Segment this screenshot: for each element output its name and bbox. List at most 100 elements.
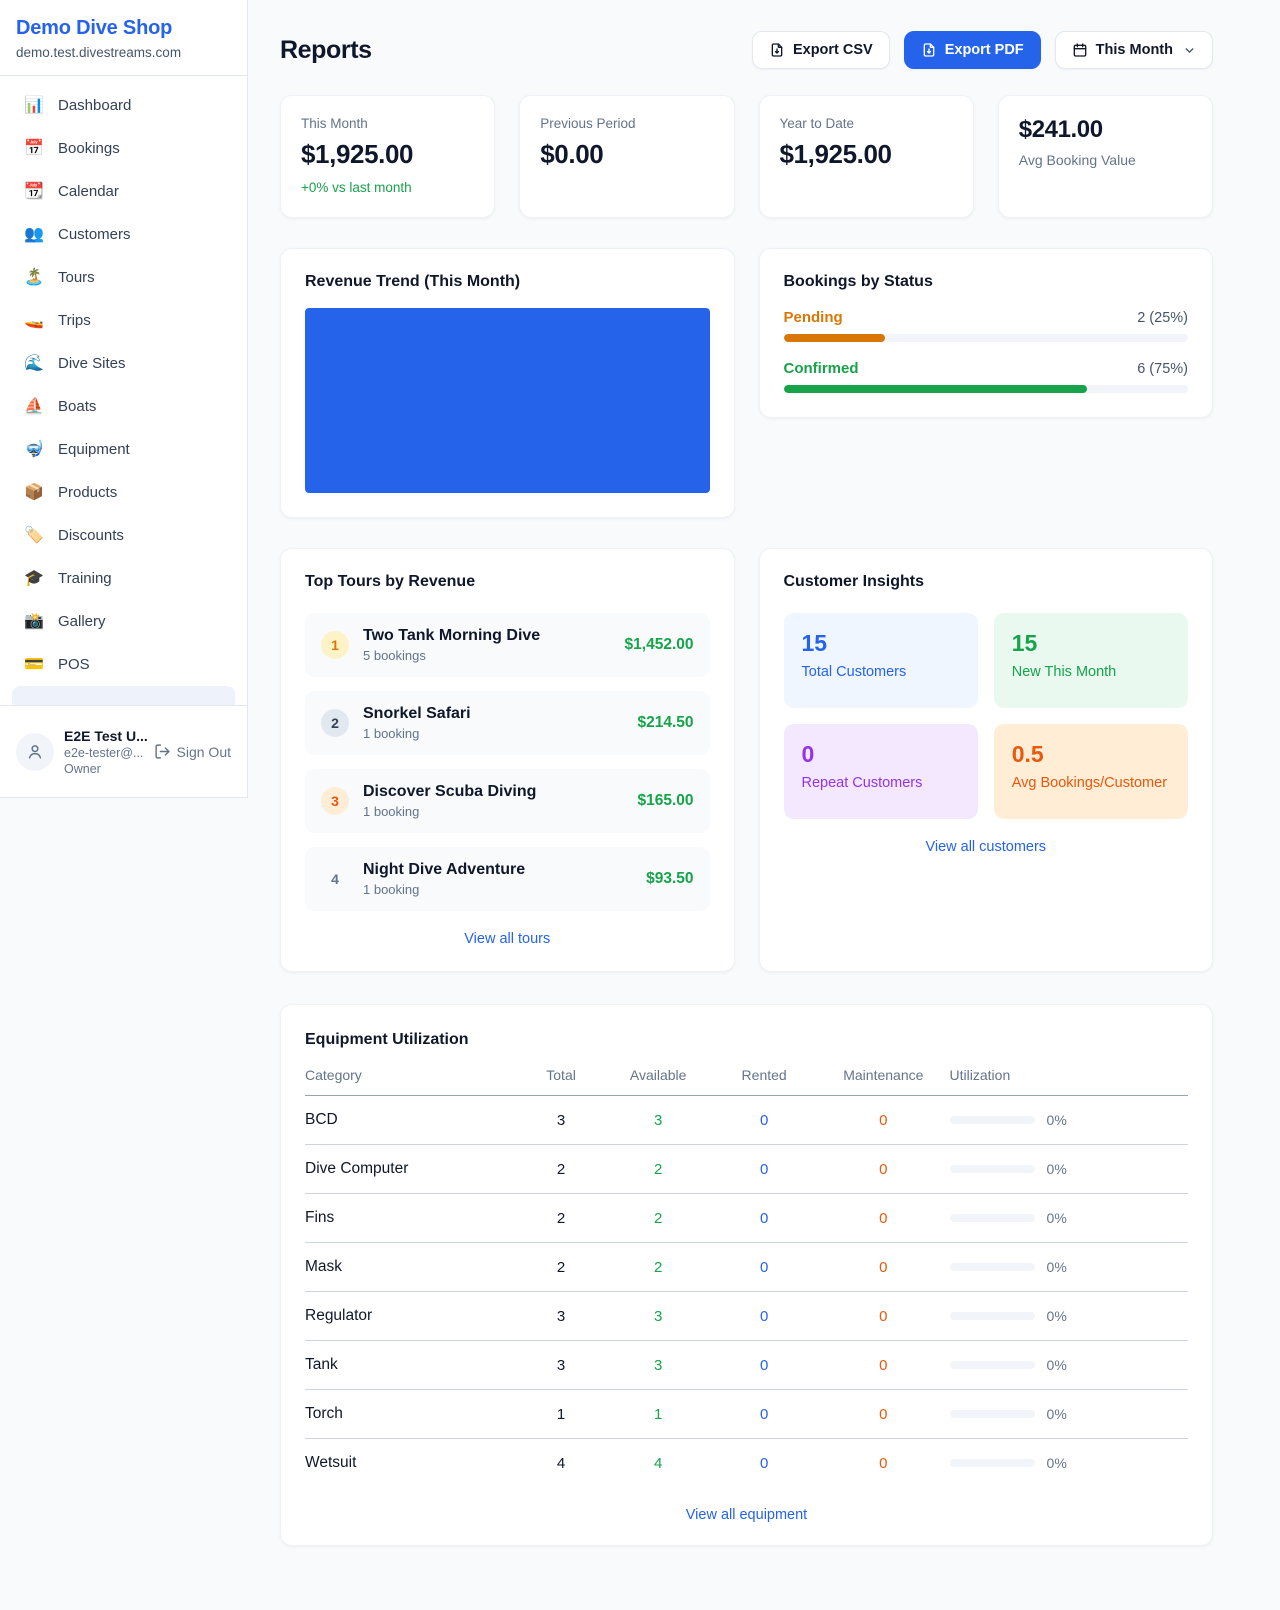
brand-block: Demo Dive Shop demo.test.divestreams.com bbox=[0, 0, 247, 76]
calendar-icon bbox=[1073, 43, 1087, 57]
cell-rented: 0 bbox=[711, 1340, 818, 1390]
cell-category: Tank bbox=[305, 1340, 517, 1390]
utilization-bar-track bbox=[949, 1312, 1035, 1320]
sidebar-item-bookings[interactable]: 📅 Bookings bbox=[12, 127, 235, 170]
sidebar-item-dashboard[interactable]: 📊 Dashboard bbox=[12, 84, 235, 127]
insights-row: Top Tours by Revenue 1 Two Tank Morning … bbox=[280, 548, 1213, 972]
view-all-customers-link[interactable]: View all customers bbox=[925, 839, 1047, 855]
utilization-percent: 0% bbox=[1046, 1161, 1067, 1177]
table-row: Tank 3 3 0 0 0% bbox=[305, 1340, 1188, 1390]
insight-tiles: 15 Total Customers 15 New This Month 0 R… bbox=[783, 613, 1188, 819]
tour-revenue: $93.50 bbox=[646, 870, 694, 887]
tour-revenue: $165.00 bbox=[637, 792, 694, 809]
sidebar-item-active-partial[interactable] bbox=[12, 686, 235, 705]
progress-track bbox=[783, 385, 1188, 393]
cell-utilization: 0% bbox=[949, 1193, 1188, 1243]
people-icon: 👥 bbox=[24, 225, 44, 243]
column-header-total: Total bbox=[516, 1067, 606, 1096]
sidebar-item-trips[interactable]: 🚤 Trips bbox=[12, 299, 235, 342]
sidebar-item-tours[interactable]: 🏝️ Tours bbox=[12, 256, 235, 299]
sidebar-item-label: Bookings bbox=[58, 140, 120, 157]
header-actions: Export CSV Export PDF This Month bbox=[751, 31, 1213, 69]
stat-label: Year to Date bbox=[779, 116, 855, 131]
stat-value: $0.00 bbox=[540, 139, 604, 169]
status-label: Pending bbox=[783, 309, 843, 326]
column-header-rented: Rented bbox=[711, 1067, 818, 1096]
cell-available: 2 bbox=[605, 1242, 712, 1292]
sign-out-button[interactable]: Sign Out bbox=[154, 743, 231, 760]
speedboat-icon: 🚤 bbox=[24, 311, 44, 329]
stat-value: $241.00 bbox=[1018, 116, 1103, 143]
tour-name: Snorkel Safari bbox=[363, 705, 471, 722]
tile-label: Avg Bookings/Customer bbox=[1011, 775, 1168, 791]
sidebar-item-products[interactable]: 📦 Products bbox=[12, 471, 235, 514]
file-download-icon bbox=[923, 43, 935, 57]
export-pdf-button[interactable]: Export PDF bbox=[903, 31, 1041, 69]
status-label: Confirmed bbox=[783, 360, 859, 377]
tile-new-this-month: 15 New This Month bbox=[993, 613, 1188, 708]
cell-category: Wetsuit bbox=[305, 1454, 357, 1471]
stat-label: Previous Period bbox=[540, 116, 636, 131]
tour-revenue: $214.50 bbox=[637, 714, 694, 731]
tile-total-customers: 15 Total Customers bbox=[783, 613, 978, 708]
credit-card-icon: 💳 bbox=[24, 655, 44, 673]
status-count: 2 (25%) bbox=[1137, 310, 1188, 326]
chevron-down-icon bbox=[1185, 47, 1194, 53]
column-header-maintenance: Maintenance bbox=[817, 1067, 950, 1096]
page-title: Reports bbox=[280, 35, 372, 64]
revenue-trend-card: Revenue Trend (This Month) bbox=[280, 248, 735, 518]
cell-utilization: 0% bbox=[949, 1389, 1188, 1439]
camera-icon: 📸 bbox=[24, 612, 44, 630]
cell-total: 3 bbox=[516, 1340, 606, 1390]
cell-category: Mask bbox=[305, 1242, 517, 1292]
sidebar-item-customers[interactable]: 👥 Customers bbox=[12, 213, 235, 256]
sidebar-item-pos[interactable]: 💳 POS bbox=[12, 643, 235, 686]
cell-maintenance: 0 bbox=[817, 1389, 950, 1439]
cell-available: 1 bbox=[605, 1389, 712, 1439]
sidebar-item-label: Training bbox=[58, 570, 112, 587]
stat-label: Avg Booking Value bbox=[1018, 152, 1136, 168]
sidebar-item-equipment[interactable]: 🤿 Equipment bbox=[12, 428, 235, 471]
cell-available: 2 bbox=[605, 1193, 712, 1243]
sidebar-item-boats[interactable]: ⛵ Boats bbox=[12, 385, 235, 428]
sign-out-icon bbox=[154, 744, 170, 759]
sign-out-label: Sign Out bbox=[176, 743, 231, 760]
tile-value: 0.5 bbox=[1011, 741, 1044, 767]
table-row: Dive Computer 2 2 0 0 0% bbox=[305, 1144, 1188, 1194]
cell-utilization: 0% bbox=[949, 1144, 1188, 1194]
sidebar-item-training[interactable]: 🎓 Training bbox=[12, 557, 235, 600]
cell-utilization: 0% bbox=[949, 1291, 1188, 1341]
sidebar-item-gallery[interactable]: 📸 Gallery bbox=[12, 600, 235, 643]
view-all-equipment-link[interactable]: View all equipment bbox=[685, 1507, 808, 1523]
tag-icon: 🏷️ bbox=[24, 526, 44, 544]
brand-name: Demo Dive Shop bbox=[16, 17, 173, 39]
cell-maintenance: 0 bbox=[817, 1144, 950, 1194]
tour-row: 4 Night Dive Adventure 1 booking $93.50 bbox=[305, 847, 710, 911]
stat-card-this-month: This Month $1,925.00 +0% vs last month bbox=[280, 95, 496, 218]
file-download-icon bbox=[771, 43, 783, 57]
sidebar-item-discounts[interactable]: 🏷️ Discounts bbox=[12, 514, 235, 557]
cell-total: 1 bbox=[516, 1389, 606, 1439]
cell-available: 3 bbox=[605, 1340, 712, 1390]
utilization-bar-track bbox=[949, 1116, 1035, 1124]
tile-label: Repeat Customers bbox=[801, 775, 923, 791]
top-tours-card: Top Tours by Revenue 1 Two Tank Morning … bbox=[280, 548, 735, 972]
sidebar-item-dive-sites[interactable]: 🌊 Dive Sites bbox=[12, 342, 235, 385]
rank-badge: 1 bbox=[321, 631, 349, 659]
column-header-utilization: Utilization bbox=[949, 1067, 1188, 1096]
period-dropdown[interactable]: This Month bbox=[1054, 31, 1213, 69]
utilization-percent: 0% bbox=[1046, 1308, 1067, 1324]
cell-utilization: 0% bbox=[949, 1242, 1188, 1292]
utilization-percent: 0% bbox=[1046, 1455, 1067, 1471]
stats-row: This Month $1,925.00 +0% vs last month P… bbox=[280, 95, 1213, 218]
equipment-table-body: BCD 3 3 0 0 0% Dive Computer 2 2 0 0 0% bbox=[305, 1095, 1188, 1488]
view-all-tours-link[interactable]: View all tours bbox=[464, 931, 551, 947]
wave-icon: 🌊 bbox=[24, 354, 44, 372]
page-header: Reports Export CSV Export PDF bbox=[280, 31, 1213, 69]
sidebar-item-label: Equipment bbox=[58, 441, 130, 458]
sidebar-item-calendar[interactable]: 📆 Calendar bbox=[12, 170, 235, 213]
export-csv-button[interactable]: Export CSV bbox=[751, 31, 890, 69]
utilization-bar-track bbox=[949, 1165, 1035, 1173]
utilization-bar-track bbox=[949, 1459, 1035, 1467]
status-row-pending: Pending 2 (25%) bbox=[783, 309, 1188, 342]
